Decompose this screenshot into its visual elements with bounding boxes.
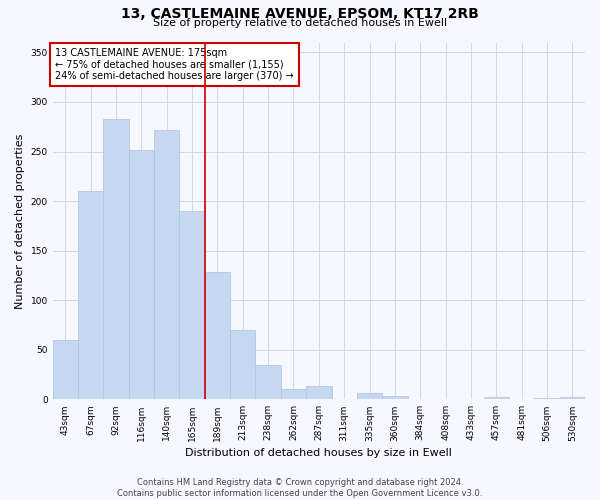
Bar [560, 398, 585, 400]
Bar [484, 398, 509, 400]
Bar [129, 150, 154, 400]
Bar [256, 364, 281, 400]
Text: Size of property relative to detached houses in Ewell: Size of property relative to detached ho… [153, 18, 447, 28]
Bar [103, 119, 129, 400]
Bar [53, 340, 78, 400]
Text: Contains HM Land Registry data © Crown copyright and database right 2024.
Contai: Contains HM Land Registry data © Crown c… [118, 478, 482, 498]
Bar [230, 330, 256, 400]
Bar [382, 396, 407, 400]
Text: 13, CASTLEMAINE AVENUE, EPSOM, KT17 2RB: 13, CASTLEMAINE AVENUE, EPSOM, KT17 2RB [121, 8, 479, 22]
Bar [281, 390, 306, 400]
Bar [357, 394, 382, 400]
Bar [205, 272, 230, 400]
Bar [306, 386, 332, 400]
Text: 13 CASTLEMAINE AVENUE: 175sqm
← 75% of detached houses are smaller (1,155)
24% o: 13 CASTLEMAINE AVENUE: 175sqm ← 75% of d… [55, 48, 294, 81]
Bar [154, 130, 179, 400]
Bar [78, 191, 103, 400]
Bar [535, 398, 560, 400]
X-axis label: Distribution of detached houses by size in Ewell: Distribution of detached houses by size … [185, 448, 452, 458]
Bar [179, 211, 205, 400]
Y-axis label: Number of detached properties: Number of detached properties [15, 133, 25, 308]
